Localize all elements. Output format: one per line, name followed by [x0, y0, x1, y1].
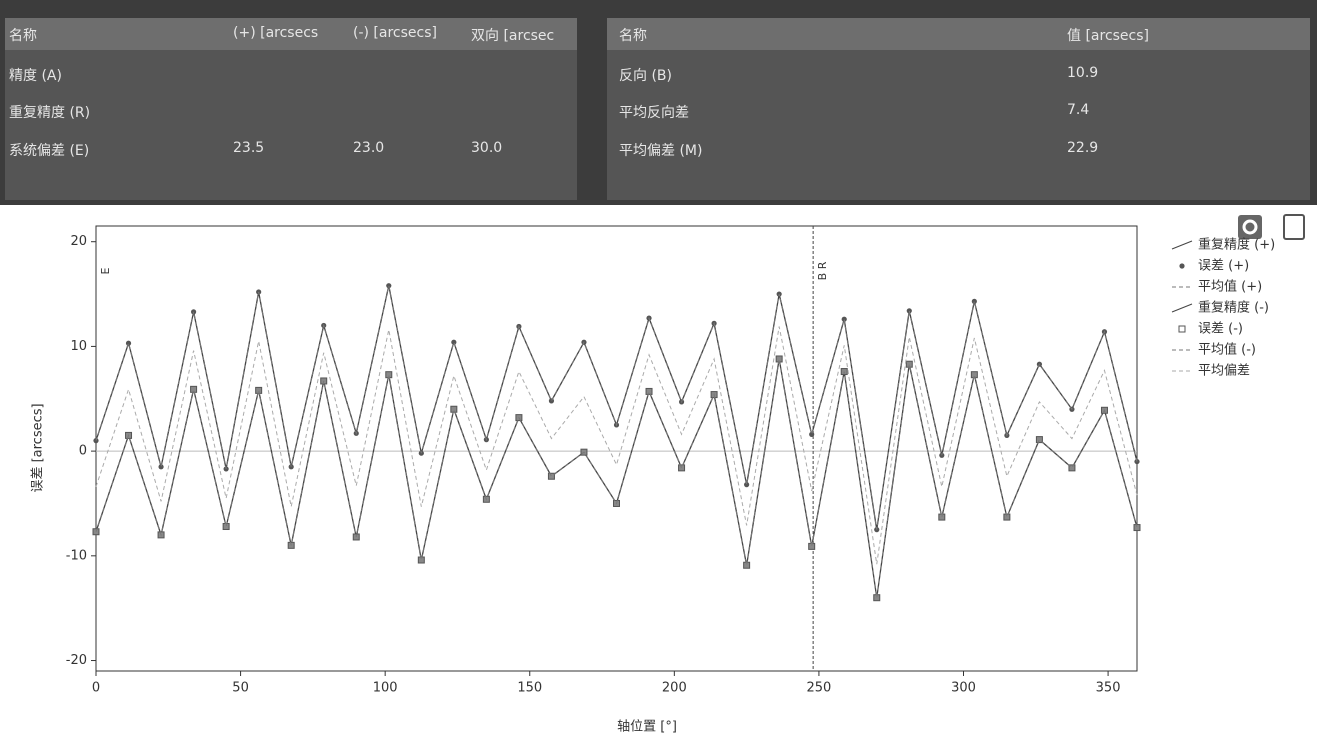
- point: [190, 385, 198, 393]
- row-value: 22.9: [1067, 140, 1099, 156]
- row-name: 平均反向差: [619, 105, 689, 121]
- point: [841, 316, 847, 322]
- legend-label: 重复精度 (+): [1198, 237, 1275, 253]
- right-table: 名称 值 [arcsecs] 反向 (B) 10.9 平均反向差 7.4 平均偏…: [607, 18, 1310, 200]
- row-value: 30.0: [471, 140, 503, 156]
- point: [547, 472, 555, 480]
- row-name: 反向 (B): [619, 68, 672, 84]
- table-header: [607, 18, 1310, 50]
- y-tick-label: -20: [66, 653, 87, 668]
- y-axis-label: 误差 [arcsecs]: [31, 403, 46, 492]
- point: [386, 283, 392, 289]
- point: [255, 386, 263, 394]
- legend-glyph: [1171, 303, 1193, 313]
- results-panel: 名称 (+) [arcsecs (-) [arcsecs] 双向 [arcsec…: [0, 0, 1317, 205]
- point: [809, 431, 815, 437]
- point: [222, 523, 230, 531]
- point: [158, 464, 164, 470]
- x-tick-label: 50: [232, 681, 249, 696]
- series-line: [95, 285, 1138, 530]
- point: [938, 513, 946, 521]
- point: [906, 308, 912, 314]
- settings-icon[interactable]: [1238, 215, 1262, 239]
- legend-glyph: [1178, 325, 1186, 333]
- point: [385, 371, 393, 379]
- header-cell[interactable]: 名称: [9, 28, 37, 44]
- row-value: 7.4: [1067, 102, 1090, 118]
- point: [678, 464, 686, 472]
- point: [417, 556, 425, 564]
- x-tick-label: 0: [92, 681, 100, 696]
- legend-glyph: [1171, 240, 1193, 250]
- row-value: 23.0: [353, 140, 385, 156]
- table-header: [5, 18, 577, 50]
- legend-label: 平均值 (+): [1198, 279, 1262, 295]
- point: [450, 405, 458, 413]
- legend-label: 误差 (-): [1198, 322, 1243, 337]
- header-cell[interactable]: (+) [arcsecs: [233, 25, 319, 41]
- x-tick-label: 100: [373, 681, 398, 696]
- legend-glyph: [1179, 263, 1185, 269]
- y-tick-label: 10: [70, 339, 87, 354]
- point: [744, 482, 750, 488]
- point: [970, 371, 978, 379]
- legend-label: 重复精度 (-): [1198, 300, 1269, 316]
- x-tick-label: 300: [951, 681, 976, 696]
- annotation: E: [99, 267, 112, 274]
- header-cell[interactable]: 名称: [619, 28, 647, 44]
- point: [451, 339, 457, 345]
- row-name: 平均偏差 (M): [619, 143, 703, 159]
- legend-label: 平均偏差: [1198, 364, 1250, 379]
- y-tick-label: -10: [66, 548, 87, 563]
- copy-icon[interactable]: [1283, 214, 1305, 240]
- header-cell[interactable]: 双向 [arcsec: [471, 28, 555, 44]
- legend-label: 误差 (+): [1198, 259, 1249, 274]
- series-line: [95, 358, 1138, 598]
- x-axis-label: 轴位置 [°]: [617, 720, 677, 735]
- y-tick-label: 0: [79, 444, 87, 459]
- row-name: 精度 (A): [9, 68, 62, 84]
- row-name: 系统偏差 (E): [9, 143, 90, 159]
- x-tick-label: 150: [517, 681, 542, 696]
- point: [548, 398, 555, 404]
- left-table: 名称 (+) [arcsecs (-) [arcsecs] 双向 [arcsec…: [5, 18, 577, 200]
- point: [92, 528, 100, 536]
- annotation: B R: [816, 261, 829, 280]
- header-cell[interactable]: (-) [arcsecs]: [353, 25, 437, 41]
- header-cell[interactable]: 值 [arcsecs]: [1067, 28, 1149, 44]
- point: [971, 298, 977, 304]
- row-name: 重复精度 (R): [9, 105, 91, 121]
- row-value: 10.9: [1067, 65, 1099, 81]
- point: [1068, 464, 1076, 472]
- point: [1003, 513, 1011, 521]
- series-line: [95, 326, 1138, 565]
- point: [125, 340, 132, 346]
- x-tick-label: 350: [1096, 681, 1121, 696]
- x-tick-label: 200: [662, 681, 687, 696]
- point: [808, 542, 816, 550]
- point: [1133, 524, 1141, 532]
- row-value: 23.5: [233, 140, 265, 156]
- point: [1035, 436, 1043, 444]
- legend-label: 平均值 (-): [1198, 342, 1256, 358]
- y-tick-label: 20: [70, 234, 87, 249]
- x-tick-label: 250: [807, 681, 832, 696]
- point: [645, 387, 653, 395]
- plot-frame: [95, 225, 1138, 672]
